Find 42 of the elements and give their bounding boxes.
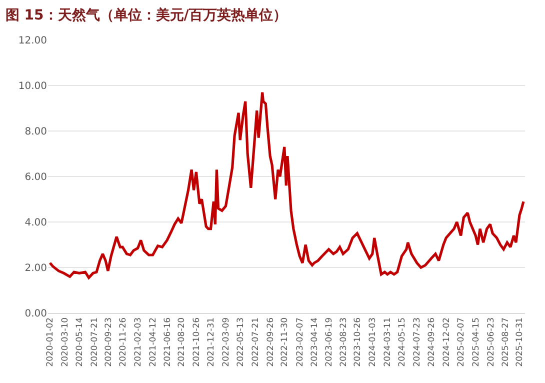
x-tick-label: 2025-02-07: [456, 317, 467, 367]
x-tick-label: 2024-05-15: [397, 317, 408, 367]
x-tick-label: 2020-01-02: [46, 317, 56, 367]
y-tick-label: 2.00: [24, 263, 47, 274]
x-tick-label: 2021-12-31: [206, 317, 217, 367]
line-series: [48, 91, 525, 280]
x-tick-label: 2024-09-26: [427, 317, 438, 367]
x-tick-label: 2023-06-19: [324, 317, 334, 367]
x-tick-label: 2021-06-16: [162, 317, 173, 367]
x-tick-label: 2020-11-26: [118, 317, 128, 367]
x-tick-label: 2021-10-26: [192, 317, 202, 367]
x-tick-label: 2024-03-11: [383, 317, 394, 367]
x-tick-label: 2025-06-23: [486, 317, 497, 367]
x-tick-label: 2024-07-23: [412, 317, 423, 367]
y-tick-label: 6.00: [24, 172, 47, 183]
x-tick-label: 2020-05-14: [75, 317, 86, 367]
y-tick-label: 10.00: [18, 81, 47, 92]
y-tick-label: 0.00: [24, 308, 47, 320]
x-tick-label: 2022-03-09: [222, 317, 232, 367]
x-tick-label: 2025-04-15: [471, 317, 482, 367]
x-tick-label: 2023-02-07: [295, 317, 306, 367]
x-tick-label: 2020-03-10: [60, 317, 71, 367]
x-tick-label: 2021-02-03: [134, 317, 144, 367]
x-tick-label: 2025-10-31: [515, 317, 526, 367]
x-tick-label: 2022-07-21: [251, 317, 262, 367]
x-tick-label: 2021-08-20: [177, 317, 188, 367]
chart-title: 图 15：天然气（单位：美元/百万英热单位）: [5, 6, 287, 24]
x-tick-label: 2024-12-02: [442, 317, 452, 367]
x-tick-label: 2022-05-13: [236, 317, 246, 367]
x-tick-label: 2023-10-26: [352, 317, 363, 367]
y-tick-label: 8.00: [24, 126, 47, 138]
x-tick-label: 2020-09-23: [104, 317, 114, 367]
x-tick-label: 2022-11-30: [280, 317, 290, 367]
x-tick-label: 2023-04-14: [310, 317, 320, 367]
x-tick-label: 2023-08-23: [338, 317, 349, 367]
y-tick-label: 12.00: [18, 36, 47, 46]
x-tick-label: 2025-08-27: [500, 317, 511, 367]
x-tick-label: 2024-01-03: [368, 317, 378, 367]
y-tick-label: 4.00: [24, 218, 47, 228]
x-tick-label: 2021-04-12: [148, 317, 159, 367]
x-tick-label: 2020-07-21: [90, 317, 100, 367]
x-tick-label: 2022-09-26: [266, 317, 276, 367]
